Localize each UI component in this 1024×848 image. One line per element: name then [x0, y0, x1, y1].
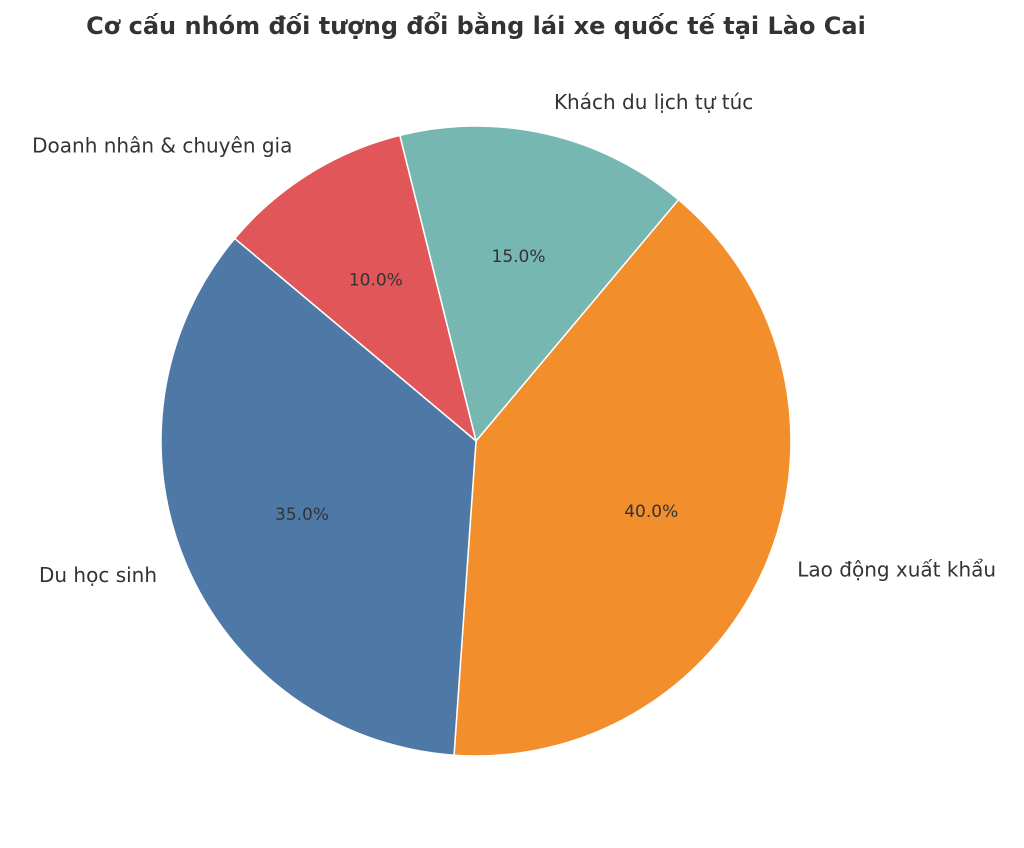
pie-slice	[453, 198, 792, 757]
pie-slice	[398, 125, 680, 443]
slice-label: Khách du lịch tự túc	[554, 90, 753, 114]
chart-title: Cơ cấu nhóm đối tượng đổi bằng lái xe qu…	[86, 10, 866, 40]
pie-slice	[233, 134, 478, 444]
slice-label: Doanh nhân & chuyên gia	[32, 134, 292, 158]
value-label: 40.0%	[624, 502, 678, 522]
pie-slice	[160, 237, 477, 757]
value-label: 10.0%	[349, 271, 403, 291]
value-label: 35.0%	[275, 505, 329, 525]
slice-label: Lao động xuất khẩu	[797, 557, 996, 581]
value-label: 15.0%	[492, 247, 546, 267]
slice-label: Du học sinh	[39, 563, 157, 587]
